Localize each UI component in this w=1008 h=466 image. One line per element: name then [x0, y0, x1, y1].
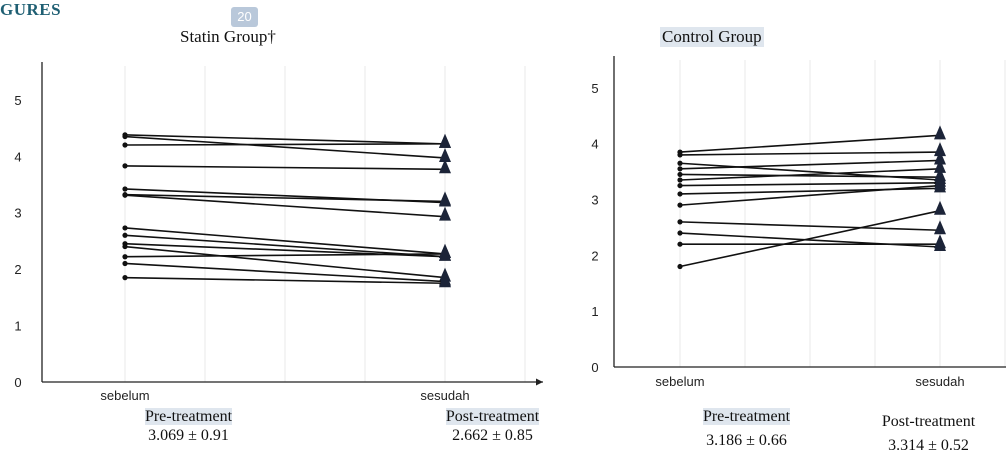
statin-series-line [124, 253, 446, 258]
statin-chart-title: Statin Group† [180, 27, 276, 47]
statin-post-stats: Post-treatment 2.662 ± 0.85 [420, 408, 565, 445]
statin-y-tick-label: 5 [14, 93, 21, 108]
control-series-line [679, 151, 941, 156]
control-y-tick-label: 5 [591, 81, 598, 96]
control-series-line [679, 209, 941, 268]
statin-pre-stats: Pre-treatment 3.069 ± 0.91 [116, 408, 261, 445]
control-pre-point [677, 152, 683, 158]
statin-pre-point [122, 142, 128, 148]
statin-series-line [124, 245, 446, 279]
control-post-stats: Post-treatment 3.314 ± 0.52 [856, 413, 1001, 455]
page-number-badge: 20 [231, 7, 258, 27]
control-post-triangle [934, 125, 946, 140]
control-series-line [679, 182, 941, 187]
control-pre-point [677, 171, 683, 178]
control-pre-point [677, 219, 683, 225]
statin-pre-point [122, 192, 128, 198]
control-post-triangle [934, 220, 946, 235]
statin-post-triangle [439, 243, 451, 258]
statin-series-line [124, 134, 446, 145]
control-series-line [679, 221, 941, 232]
control-x-tick-label: sesudah [915, 374, 964, 389]
statin-pre-point [122, 260, 128, 267]
statin-y-tick-label: 4 [14, 149, 21, 164]
statin-series-line [124, 276, 446, 285]
statin-pre-point [122, 163, 128, 169]
control-post-label: Post-treatment [881, 413, 976, 430]
control-pre-point [677, 166, 683, 172]
statin-series-line [124, 135, 446, 159]
control-pre-value: 3.186 ± 0.66 [706, 432, 787, 449]
statin-pre-point [122, 232, 128, 238]
control-y-tick-label: 2 [591, 248, 598, 263]
control-series-line [679, 134, 941, 153]
statin-series-line [124, 165, 446, 171]
statin-post-triangle [439, 191, 451, 206]
statin-pre-value: 3.069 ± 0.91 [148, 427, 229, 444]
control-post-value: 3.314 ± 0.52 [888, 437, 969, 454]
control-post-triangle [934, 158, 946, 173]
control-x-tick-label: sebelum [655, 374, 704, 389]
statin-x-tick-label: sebelum [100, 388, 149, 403]
statin-x-axis-arrow [536, 378, 543, 386]
statin-pre-point [122, 254, 128, 260]
control-y-tick-label: 4 [591, 137, 598, 152]
statin-chart-title-text: Statin Group† [180, 27, 276, 46]
statin-y-tick-label: 3 [14, 206, 21, 221]
control-series-line [679, 168, 941, 181]
statin-y-tick-label: 1 [14, 319, 21, 334]
control-y-tick-label: 3 [591, 193, 598, 208]
statin-post-triangle [439, 159, 451, 174]
control-pre-point [677, 182, 683, 189]
control-post-triangle [934, 150, 946, 165]
statin-post-triangle [439, 147, 451, 162]
control-pre-stats: Pre-treatment 3.186 ± 0.66 [674, 408, 819, 450]
control-pre-point [677, 202, 683, 208]
statin-pre-point [122, 133, 128, 140]
statin-series-line [124, 234, 446, 258]
control-chart-title-text: Control Group [662, 27, 762, 46]
statin-pre-point [122, 186, 128, 192]
control-y-tick-label: 0 [591, 360, 598, 375]
control-series-line [679, 159, 941, 170]
statin-pre-point [122, 225, 128, 231]
statin-y-tick-label: 2 [14, 262, 21, 277]
control-series-line [679, 173, 941, 179]
control-post-triangle [934, 234, 946, 249]
statin-series-line [124, 227, 446, 255]
control-pre-point [677, 263, 683, 270]
statin-series-line [124, 262, 446, 283]
control-pre-point [677, 177, 683, 183]
statin-post-triangle [439, 273, 451, 288]
control-pre-point [677, 191, 683, 197]
statin-series-line [124, 193, 446, 203]
statin-series-line [124, 143, 446, 146]
statin-post-triangle [439, 133, 451, 148]
statin-x-tick-label: sesudah [420, 388, 469, 403]
statin-post-label: Post-treatment [445, 408, 540, 425]
control-series-line [679, 184, 941, 206]
control-group-chart: 0 1 2 3 4 5 sebelum sesudah [591, 56, 1006, 389]
statin-y-tick-label: 0 [14, 375, 21, 390]
control-post-triangle [934, 200, 946, 215]
control-post-triangle [934, 175, 946, 190]
statin-group-chart: 0 1 2 3 4 5 sebelum sesudah [14, 62, 543, 403]
control-pre-point [677, 160, 683, 166]
statin-post-value: 2.662 ± 0.85 [452, 427, 533, 444]
statin-pre-label: Pre-treatment [144, 408, 233, 425]
control-pre-label: Pre-treatment [702, 408, 791, 425]
control-pre-point [677, 230, 683, 236]
statin-pre-point [122, 243, 128, 250]
control-chart-title: Control Group [660, 27, 764, 47]
control-pre-point [677, 241, 683, 247]
control-post-triangle [934, 142, 946, 157]
section-label: GURES [0, 0, 62, 19]
control-y-tick-label: 1 [591, 304, 598, 319]
statin-series-line [124, 194, 446, 218]
statin-pre-point [122, 275, 128, 281]
statin-post-triangle [439, 206, 451, 221]
